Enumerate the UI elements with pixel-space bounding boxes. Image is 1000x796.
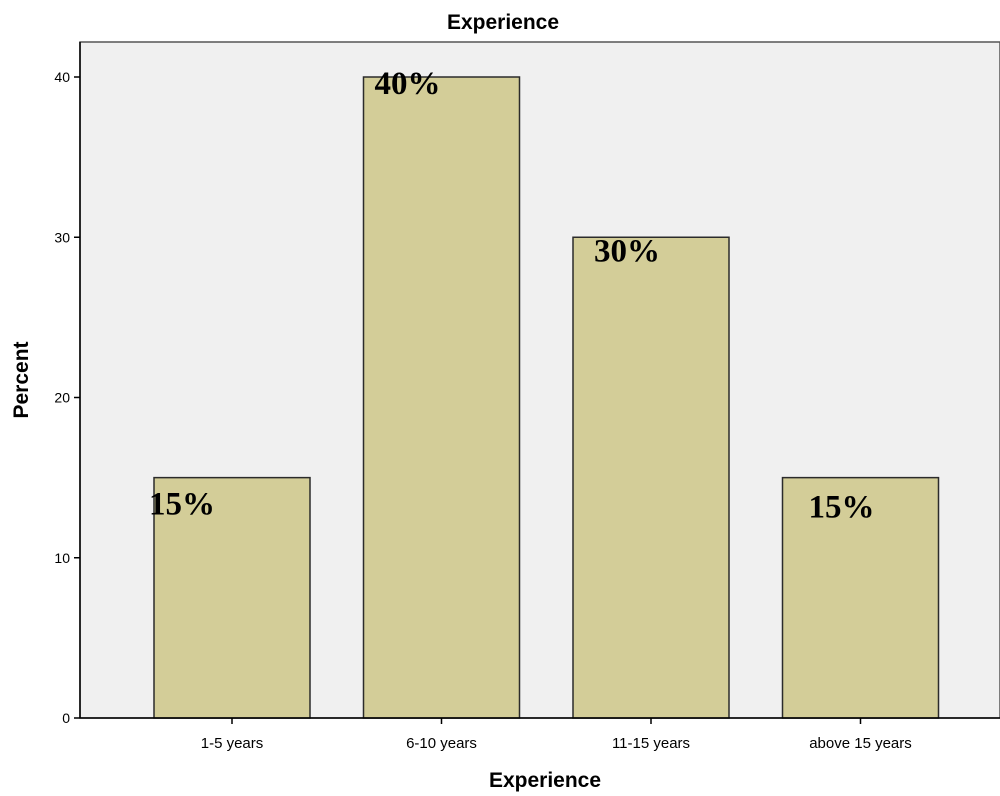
x-tick-label: 11-15 years <box>612 735 690 752</box>
bar <box>572 236 730 719</box>
chart-title: Experience <box>447 11 559 34</box>
data-label: 40% <box>375 66 441 102</box>
bar <box>153 476 311 719</box>
y-tick-label: 0 <box>62 710 70 726</box>
data-label: 30% <box>594 233 660 269</box>
x-tick-label: above 15 years <box>809 735 912 752</box>
y-axis-label: Percent <box>10 341 33 418</box>
bars-group <box>153 76 940 719</box>
x-tick-label: 6-10 years <box>406 735 477 752</box>
y-axis: 0 10 20 30 40 <box>54 69 80 726</box>
data-label: 15% <box>809 490 875 526</box>
y-tick-label: 40 <box>54 69 70 85</box>
y-tick-label: 10 <box>54 550 70 566</box>
x-axis: 1-5 years 6-10 years 11-15 years above 15 y… <box>201 718 912 752</box>
bar <box>362 76 521 719</box>
x-axis-label: Experience <box>489 769 601 792</box>
data-labels-group: 15% 40% 30% 15% <box>149 66 875 526</box>
y-tick-label: 20 <box>54 390 70 406</box>
data-label: 15% <box>149 487 215 523</box>
x-tick-label: 1-5 years <box>201 735 264 752</box>
y-tick-label: 30 <box>54 229 70 245</box>
